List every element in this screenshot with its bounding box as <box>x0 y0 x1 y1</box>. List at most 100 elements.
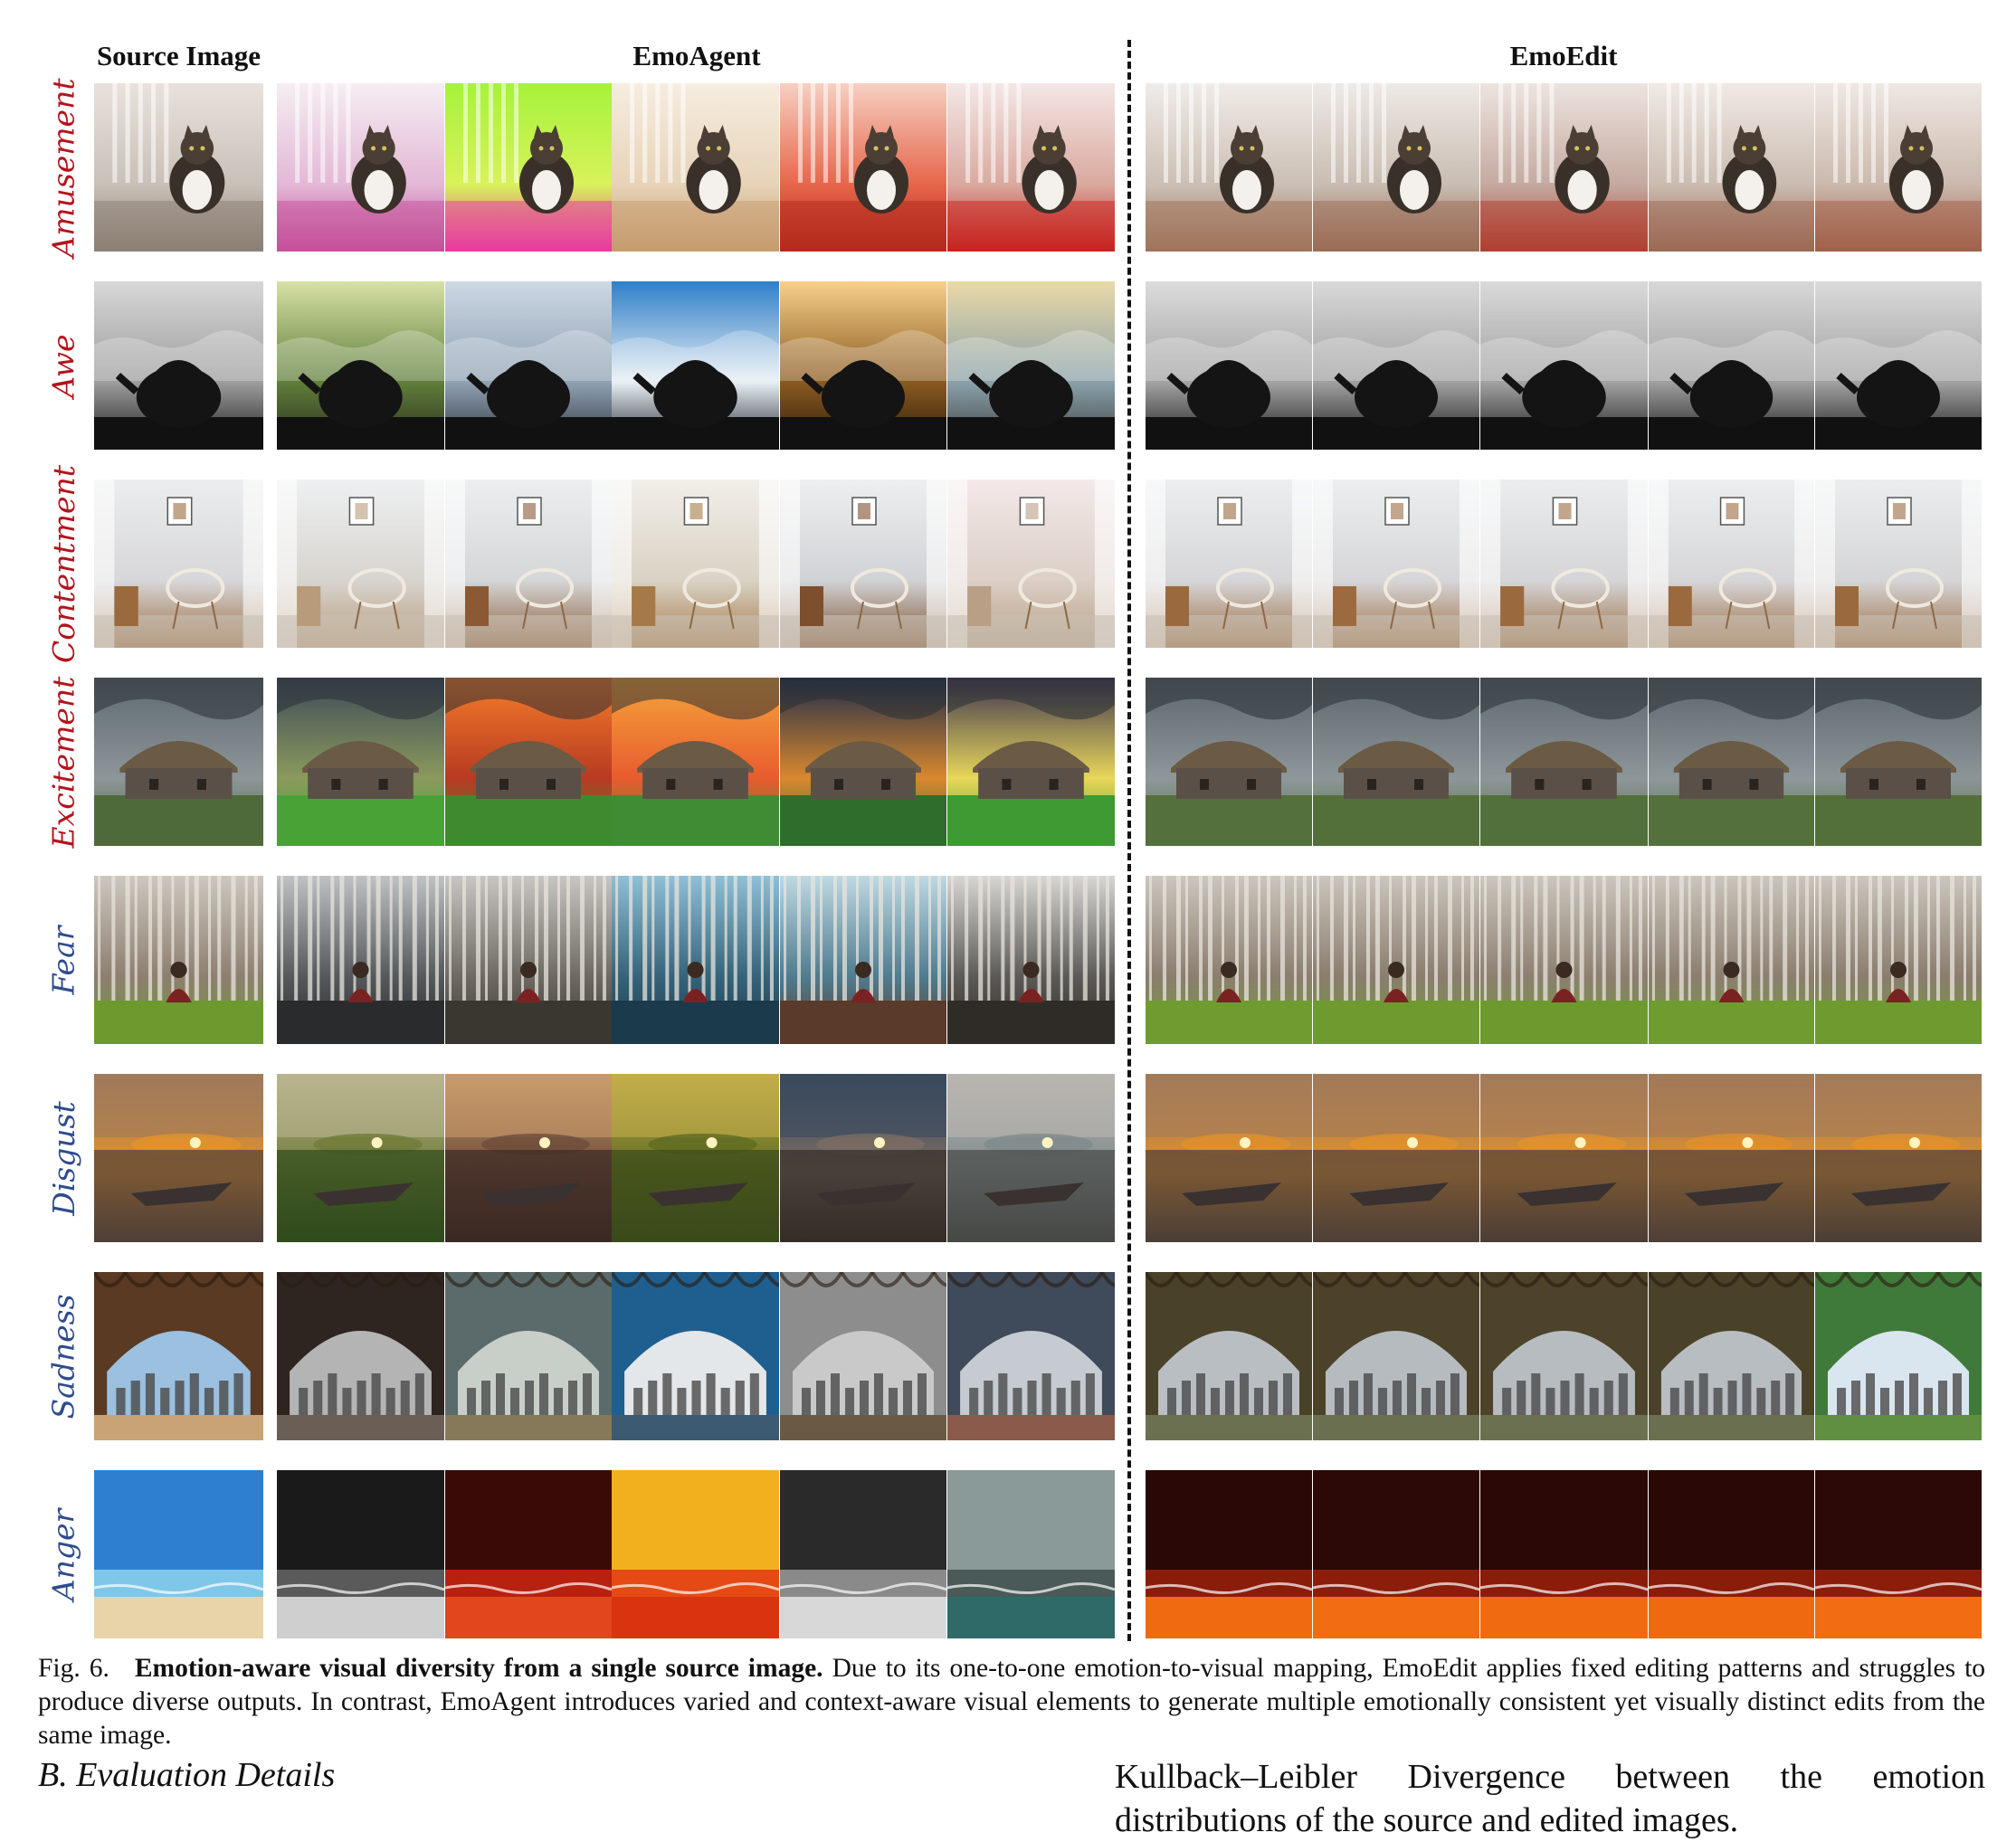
emoagent-result-image <box>780 678 946 846</box>
emoagent-result-image <box>612 1074 779 1242</box>
source-image <box>94 479 263 648</box>
emoedit-result-image <box>1313 479 1479 648</box>
emotion-label: Contentment <box>38 464 89 662</box>
emotion-label-text: Disgust <box>45 1100 81 1216</box>
emoedit-result-image <box>1480 83 1648 252</box>
emoagent-result-image <box>445 678 612 846</box>
emoedit-result-image <box>1146 281 1312 450</box>
emotion-label-text: Sadness <box>45 1293 81 1419</box>
emoedit-result-image <box>1480 1074 1648 1242</box>
emoagent-result-image <box>947 281 1115 450</box>
emoagent-result-image <box>277 678 444 846</box>
source-image <box>94 1470 263 1638</box>
emoagent-result-image <box>277 1470 444 1638</box>
emotion-label-text: Excitement <box>45 676 81 848</box>
emoedit-result-image <box>1313 1470 1479 1638</box>
emoagent-result-image <box>612 83 779 252</box>
row-anger: Anger <box>0 1470 2016 1638</box>
emotion-label: Excitement <box>38 676 89 848</box>
emoedit-result-image <box>1649 1074 1814 1242</box>
emoedit-result-image <box>1480 479 1648 648</box>
emoedit-result-image <box>1649 83 1814 252</box>
emoedit-result-image <box>1815 83 1982 252</box>
emoagent-result-image <box>947 678 1115 846</box>
emoagent-result-image <box>277 281 444 450</box>
column-divider <box>1127 40 1131 1641</box>
emoedit-result-image <box>1146 1074 1312 1242</box>
emoagent-result-image <box>780 1074 946 1242</box>
emoagent-result-image <box>780 876 946 1044</box>
emoagent-result-image <box>445 281 612 450</box>
emoedit-result-image <box>1815 479 1982 648</box>
emoagent-result-image <box>612 1470 779 1638</box>
source-image <box>94 83 263 252</box>
header-emoagent: EmoAgent <box>632 40 761 71</box>
emoedit-result-image <box>1815 1272 1982 1440</box>
emoagent-result-image <box>445 876 612 1044</box>
figure-caption: Fig. 6. Emotion-aware visual diversity f… <box>38 1652 1985 1752</box>
emoagent-result-image <box>612 1272 779 1440</box>
emoedit-result-image <box>1649 678 1814 846</box>
emoedit-result-image <box>1815 876 1982 1044</box>
emotion-label-text: Amusement <box>45 77 81 258</box>
emoedit-result-image <box>1313 1272 1479 1440</box>
emoedit-result-image <box>1480 876 1648 1044</box>
emoagent-result-image <box>277 1074 444 1242</box>
emoagent-result-image <box>780 281 946 450</box>
emotion-label: Disgust <box>38 1074 89 1242</box>
emoedit-result-image <box>1146 83 1312 252</box>
emoagent-result-image <box>612 678 779 846</box>
section-heading: B. Evaluation Details <box>38 1756 336 1794</box>
emoagent-result-image <box>445 479 612 648</box>
emoagent-result-image <box>445 1272 612 1440</box>
source-image <box>94 678 263 846</box>
emoagent-result-image <box>947 1074 1115 1242</box>
emoedit-result-image <box>1649 1272 1814 1440</box>
row-excitement: Excitement <box>0 676 2016 848</box>
source-image <box>94 1272 263 1440</box>
emoagent-result-image <box>612 281 779 450</box>
emoedit-result-image <box>1649 876 1814 1044</box>
emoagent-result-image <box>947 1272 1115 1440</box>
row-contentment: Contentment <box>0 464 2016 663</box>
emoagent-result-image <box>277 83 444 252</box>
emoedit-result-image <box>1815 281 1982 450</box>
emoedit-result-image <box>1313 1074 1479 1242</box>
emoagent-result-image <box>947 83 1115 252</box>
emotion-label: Sadness <box>38 1272 89 1440</box>
emotion-label-text: Awe <box>45 333 81 398</box>
emotion-label: Amusement <box>38 78 89 257</box>
emoagent-result-image <box>947 1470 1115 1638</box>
emoedit-result-image <box>1480 281 1648 450</box>
emoagent-result-image <box>612 876 779 1044</box>
caption-title: Emotion-aware visual diversity from a si… <box>134 1654 823 1683</box>
source-image <box>94 281 263 450</box>
source-image <box>94 876 263 1044</box>
emoagent-result-image <box>780 1272 946 1440</box>
emotion-label: Anger <box>38 1470 89 1638</box>
emoedit-result-image <box>1649 479 1814 648</box>
emotion-label-text: Contentment <box>45 464 81 663</box>
header-source-image: Source Image <box>96 40 262 71</box>
emoedit-result-image <box>1815 678 1982 846</box>
emoedit-result-image <box>1146 1272 1312 1440</box>
emoagent-result-image <box>612 479 779 648</box>
emotion-label-text: Fear <box>45 925 81 995</box>
row-sadness: Sadness <box>0 1272 2016 1440</box>
emoagent-result-image <box>277 1272 444 1440</box>
emoedit-result-image <box>1146 479 1312 648</box>
emoagent-result-image <box>445 83 612 252</box>
emoedit-result-image <box>1313 678 1479 846</box>
emoedit-result-image <box>1146 876 1312 1044</box>
figure-number: Fig. 6. <box>38 1654 109 1683</box>
source-image <box>94 1074 263 1242</box>
row-awe: Awe <box>0 281 2016 450</box>
right-column-paragraph: Kullback–Leibler Divergence between the … <box>1115 1758 1985 1839</box>
emoedit-result-image <box>1815 1470 1982 1638</box>
emoedit-result-image <box>1480 1470 1648 1638</box>
emoedit-result-image <box>1480 1272 1648 1440</box>
emoagent-result-image <box>445 1074 612 1242</box>
emoagent-result-image <box>947 479 1115 648</box>
emoedit-result-image <box>1649 1470 1814 1638</box>
emoedit-result-image <box>1146 678 1312 846</box>
